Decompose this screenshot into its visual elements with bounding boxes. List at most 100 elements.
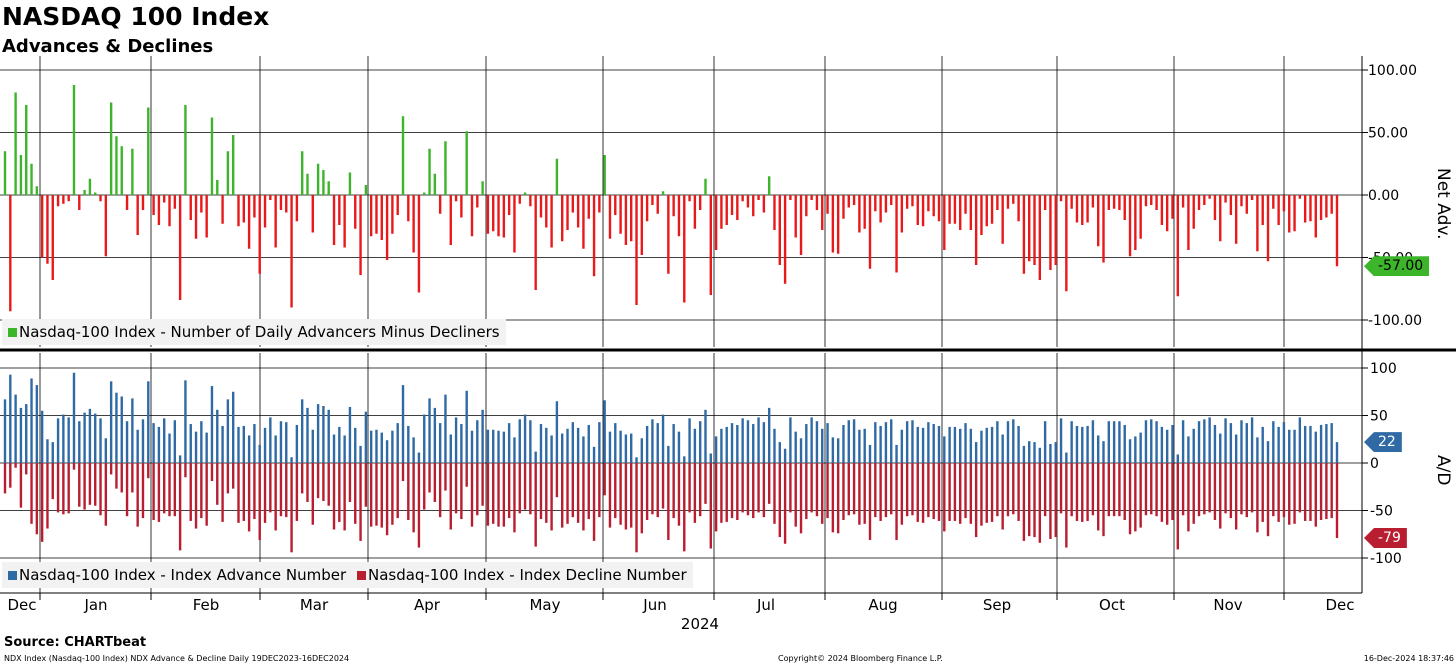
net-adv-bar: [767, 176, 771, 195]
advance-bar: [566, 428, 569, 463]
advance-bar: [502, 431, 506, 463]
advance-bar: [147, 381, 150, 463]
advance-bar: [746, 420, 750, 463]
advance-bar: [131, 398, 134, 463]
decline-bar: [247, 463, 251, 532]
advance-bar: [608, 431, 612, 463]
advance-bar: [741, 418, 744, 463]
net-adv-bar: [449, 195, 452, 245]
decline-bar: [645, 463, 649, 520]
advance-bar: [996, 421, 999, 463]
decline-bar: [890, 463, 893, 515]
net-adv-bar: [762, 195, 766, 213]
decline-bar: [614, 463, 617, 519]
net-adv-bar: [332, 195, 336, 245]
advance-bar: [874, 422, 877, 463]
net-adv-bar: [789, 195, 792, 200]
ad-y-label: A/D: [1433, 455, 1453, 485]
net-adv-bar: [799, 195, 803, 255]
decline-bar: [1065, 463, 1068, 548]
decline-bar: [847, 463, 850, 516]
net-adv-bar: [1309, 195, 1312, 222]
advance-bar: [1112, 421, 1116, 463]
legend-decline-label: Nasdaq-100 Index - Index Decline Number: [367, 566, 687, 584]
decline-bar: [821, 463, 824, 524]
net-adv-bar: [746, 195, 750, 208]
decline-bar: [1155, 463, 1158, 517]
advance-bar: [226, 399, 230, 463]
advance-bar: [354, 427, 357, 463]
advance-bar: [1325, 424, 1328, 463]
decline-bar: [518, 463, 521, 514]
net-adv-bar: [752, 195, 755, 217]
advance-bar: [168, 433, 171, 463]
decline-bar: [635, 463, 638, 553]
advance-bar: [645, 425, 649, 463]
advance-bar: [407, 425, 410, 463]
advance-bar: [332, 434, 336, 463]
decline-bar: [316, 463, 320, 499]
advance-bar: [789, 417, 792, 463]
net-adv-bar: [263, 195, 267, 228]
net-adv-bar: [805, 195, 808, 217]
advance-bar: [1086, 425, 1089, 463]
net-adv-bar: [932, 195, 935, 217]
advance-bar: [635, 457, 638, 463]
net-adv-bar: [1038, 195, 1042, 280]
advance-bar: [571, 422, 575, 463]
net-adv-bar: [94, 192, 97, 195]
advance-bar: [752, 424, 755, 463]
advance-bar: [1107, 421, 1111, 463]
net-adv-bar: [725, 195, 728, 225]
decline-bar: [810, 463, 813, 513]
advance-bar: [847, 420, 850, 463]
decline-bar: [407, 463, 410, 520]
net-adv-bar: [311, 195, 314, 233]
footer-description: NDX Index (Nasdaq-100 Index) NDX Advance…: [4, 654, 350, 663]
advance-bar: [369, 430, 373, 463]
advance-bar: [614, 423, 617, 463]
net-adv-bar: [1118, 195, 1121, 210]
decline-bar: [163, 463, 166, 514]
advance-bar: [714, 436, 718, 463]
advance-bar: [826, 423, 829, 463]
advance-bar: [1245, 423, 1248, 463]
advance-bar: [120, 396, 123, 463]
decline-bar: [125, 463, 129, 517]
advance-bar: [555, 401, 559, 463]
decline-bar: [1319, 463, 1323, 520]
net-adv-bar: [1319, 195, 1323, 220]
net-adv-bar: [407, 195, 410, 222]
net-adv-bar: [285, 195, 288, 213]
advance-bar: [709, 453, 712, 463]
decline-bar: [640, 463, 644, 534]
decline-bar: [157, 463, 161, 522]
decline-bar: [905, 463, 909, 517]
net-adv-bar: [279, 195, 283, 210]
advance-bar: [486, 429, 490, 463]
decline-bar: [1272, 463, 1275, 517]
decline-bar: [51, 463, 54, 500]
net-adv-bar: [937, 195, 941, 222]
advance-bar: [157, 426, 161, 463]
advance-bar: [1139, 432, 1142, 463]
advance-bar: [1102, 441, 1105, 463]
decline-bar: [242, 463, 245, 521]
advance-bar: [1303, 425, 1307, 463]
net-adv-bar: [539, 195, 543, 218]
advance-bar: [99, 418, 102, 463]
advance-bar: [338, 426, 341, 463]
net-adv-tick-label: 50.00: [1368, 126, 1408, 142]
advance-bar: [1181, 420, 1185, 463]
net-adv-bar: [1256, 195, 1259, 252]
advance-bar: [1224, 418, 1227, 463]
decline-bar: [752, 463, 755, 519]
advance-bar: [980, 430, 983, 463]
advance-bar: [720, 428, 723, 463]
decline-bar: [290, 463, 293, 553]
advance-bar: [587, 425, 590, 463]
decline-bar: [1197, 463, 1201, 517]
net-adv-bar: [1314, 195, 1317, 238]
net-adv-bar: [1075, 195, 1079, 223]
decline-bar: [937, 463, 941, 521]
